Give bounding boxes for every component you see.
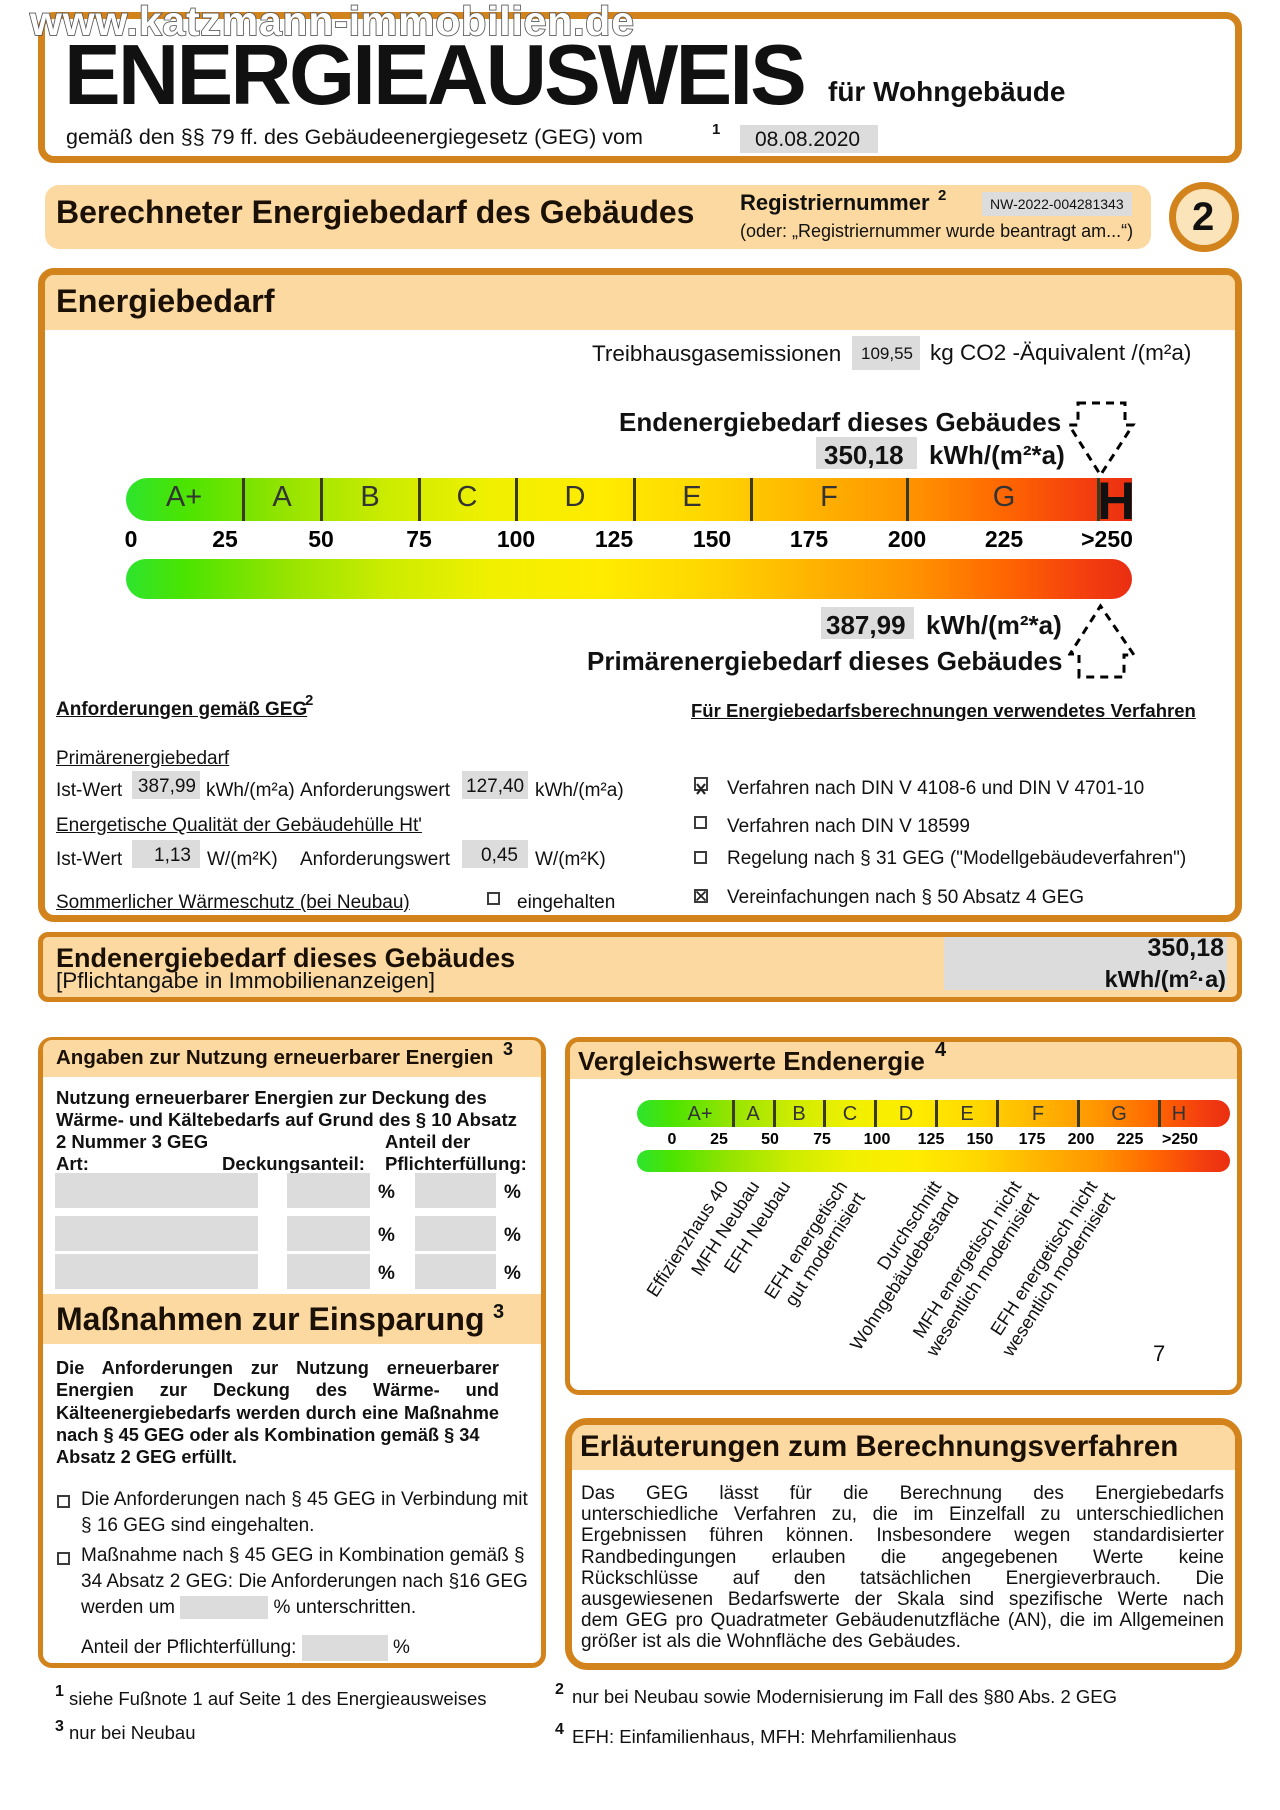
svg-text:www.katzmann-immobilien.de: www.katzmann-immobilien.de <box>29 0 635 44</box>
